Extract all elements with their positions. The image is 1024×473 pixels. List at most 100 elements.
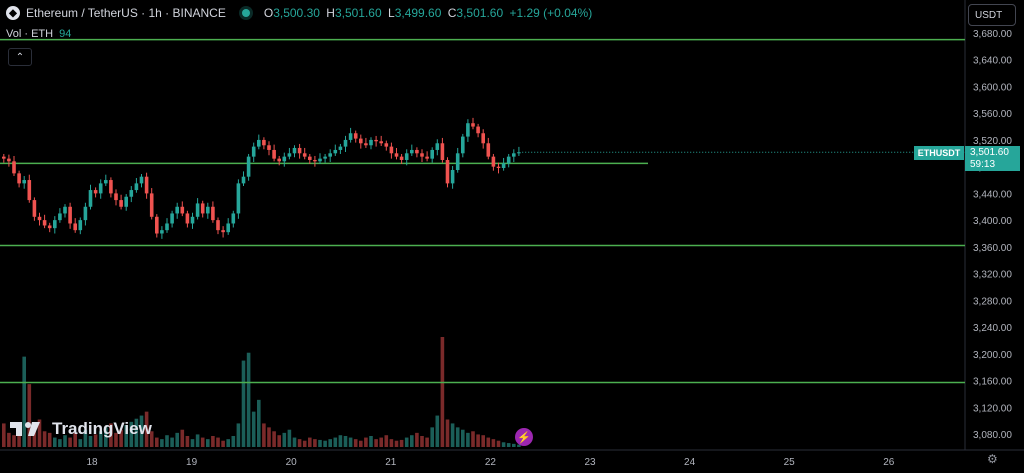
volume-bar — [353, 439, 358, 447]
candle-body — [328, 153, 332, 157]
volume-bar — [435, 415, 440, 447]
volume-bar — [160, 439, 164, 447]
volume-bar — [501, 442, 506, 447]
volume-bar — [129, 421, 134, 447]
candle-body — [37, 216, 42, 221]
candle-body — [343, 139, 348, 147]
market-status-icon — [241, 9, 250, 17]
candle-body — [175, 206, 179, 214]
volume-bar — [359, 440, 363, 447]
volume-bar — [399, 439, 404, 447]
candle-body — [17, 173, 21, 184]
chart-title: Ethereum / TetherUS · 1h · BINANCE — [26, 6, 226, 20]
candle-body — [282, 156, 287, 162]
candle-body — [170, 213, 174, 224]
y-tick-label: 3,080.00 — [973, 430, 1012, 441]
candle-body — [1, 156, 6, 159]
candle-body — [119, 200, 123, 207]
candle-body — [359, 138, 363, 144]
gear-icon[interactable]: ⚙ — [987, 452, 998, 466]
candle-body — [124, 196, 128, 207]
volume-bar — [37, 419, 42, 447]
volume-bar — [379, 437, 383, 447]
volume-bar — [267, 427, 271, 447]
candle-body — [206, 206, 210, 214]
volume-bar — [389, 439, 394, 447]
volume-legend[interactable]: Vol · ETH 94 — [6, 28, 71, 40]
candle-body — [491, 156, 496, 167]
volume-bar — [348, 437, 353, 447]
candle-body — [109, 180, 113, 194]
volume-bar — [404, 437, 409, 447]
volume-bar — [149, 431, 154, 447]
volume-bar — [236, 423, 241, 447]
volume-bar — [2, 423, 6, 447]
volume-bar — [369, 436, 373, 447]
candle-body — [308, 156, 312, 160]
volume-bar — [262, 423, 266, 447]
candle-body — [496, 166, 501, 169]
volume-bar — [364, 437, 368, 447]
candle-body — [353, 133, 358, 139]
ohlc-open-key: O — [263, 6, 274, 20]
candle-body — [450, 170, 455, 184]
candle-body — [338, 146, 343, 150]
candle-body — [384, 143, 389, 147]
candle-body — [134, 183, 139, 191]
collapse-legend-button[interactable]: ⌃ — [8, 48, 32, 66]
ohlc-low-key: L — [388, 6, 395, 20]
symbol-legend[interactable]: ◆ Ethereum / TetherUS · 1h · BINANCE O3,… — [6, 6, 595, 20]
candle-body — [430, 149, 434, 159]
volume-bar — [216, 437, 220, 447]
volume-bar — [466, 432, 470, 447]
volume-bar — [440, 337, 445, 447]
ohlc-low: 3,499.60 — [394, 6, 442, 20]
y-tick-label: 3,280.00 — [973, 296, 1012, 307]
y-tick-label: 3,560.00 — [973, 109, 1012, 120]
candle-body — [471, 123, 475, 127]
tradingview-logo[interactable]: TradingView — [10, 419, 152, 439]
flash-icon[interactable]: ⚡ — [515, 428, 533, 446]
candle-body — [42, 220, 47, 226]
chevron-up-icon: ⌃ — [15, 51, 25, 63]
volume-bar — [211, 436, 215, 447]
volume-bar — [200, 437, 205, 447]
candle-body — [58, 213, 62, 221]
volume-bar — [12, 435, 16, 447]
volume-bar — [328, 439, 332, 447]
candle-body — [195, 203, 200, 217]
ohlc-high-key: H — [326, 6, 335, 20]
volume-bar — [257, 399, 261, 447]
candle-body — [139, 176, 144, 184]
candle-body — [262, 139, 266, 146]
candle-body — [318, 158, 322, 162]
volume-bar — [241, 360, 246, 447]
candle-body — [374, 139, 378, 142]
candle-body — [231, 213, 236, 224]
x-tick-label: 19 — [186, 457, 198, 468]
y-tick-label: 3,400.00 — [973, 216, 1012, 227]
volume-bar — [302, 440, 307, 447]
currency-button[interactable]: USDT — [968, 4, 1016, 26]
candle-body — [78, 220, 83, 231]
x-tick-label: 24 — [684, 457, 696, 468]
candle-body — [236, 183, 241, 214]
volume-bar — [415, 432, 419, 447]
candle-body — [144, 176, 149, 194]
volume-bar — [374, 439, 378, 447]
volume-bar — [180, 429, 185, 447]
volume-bar — [78, 439, 83, 447]
ohlc-values: O3,500.30 H3,501.60 L3,499.60 C3,501.60 … — [264, 6, 595, 20]
volume-bar — [221, 440, 225, 447]
volume-bar — [287, 429, 292, 447]
candle-body — [394, 153, 399, 157]
candle-body — [114, 193, 118, 201]
candle-body — [190, 216, 195, 224]
volume-bar — [144, 411, 149, 447]
candle-body — [501, 163, 506, 169]
volume-bar — [420, 436, 424, 447]
volume-bar — [32, 427, 37, 447]
volume-bar — [226, 439, 230, 447]
candle-body — [22, 180, 26, 184]
